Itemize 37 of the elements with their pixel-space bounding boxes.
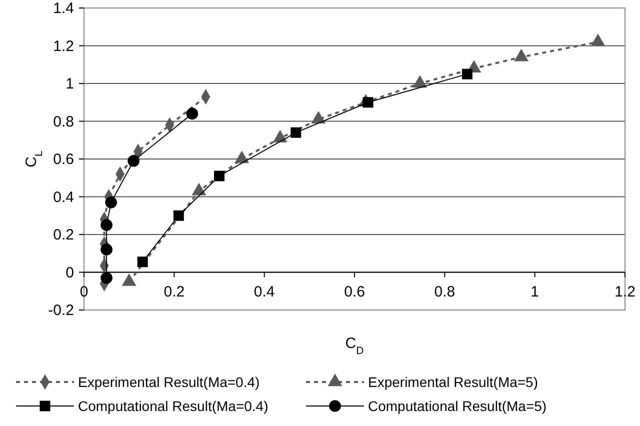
point (100, 219, 112, 231)
y-tick-label: 0.2 (53, 226, 74, 244)
y-tick-label: 0.6 (53, 151, 74, 168)
y-tick-label: 1.2 (53, 38, 74, 55)
y-tick-label: 1 (66, 76, 74, 92)
point (173, 210, 184, 221)
x-tick-label: 0.4 (254, 283, 275, 300)
x-tick-label: 0.6 (344, 283, 365, 300)
legend-label: Experimental Result(Ma=5) (368, 374, 538, 390)
point (290, 127, 302, 138)
point (462, 68, 472, 80)
point (362, 97, 374, 108)
legend-label: Computational Result(Ma=5) (368, 398, 547, 414)
point (590, 34, 606, 46)
y-tick-label: 0.8 (53, 113, 74, 130)
y-tick-label: -0.2 (48, 302, 74, 319)
x-tick-label: 1.2 (614, 283, 636, 300)
point (105, 196, 117, 208)
x-tick-label: 0.8 (434, 283, 456, 300)
x-axis-title: C$_{D}$ (345, 335, 364, 357)
point (137, 256, 148, 268)
x-tick-label: 0 (80, 283, 88, 300)
x-tick-label: 1 (530, 283, 540, 300)
legend-label: Computational Result(Ma=0.4) (78, 398, 268, 414)
y-tick-label: 0 (66, 264, 74, 282)
y-tick-label: 1.4 (53, 0, 74, 17)
point (214, 170, 224, 182)
point (128, 154, 140, 167)
point (514, 48, 529, 62)
legend-label: Experimental Result(Ma=0.4) (78, 374, 260, 390)
point (100, 244, 112, 256)
point (100, 272, 112, 284)
y-tick-label: 0.4 (53, 188, 74, 206)
x-tick-label: 0.2 (164, 283, 185, 300)
point (412, 75, 428, 88)
point (311, 111, 326, 124)
point (186, 108, 198, 120)
